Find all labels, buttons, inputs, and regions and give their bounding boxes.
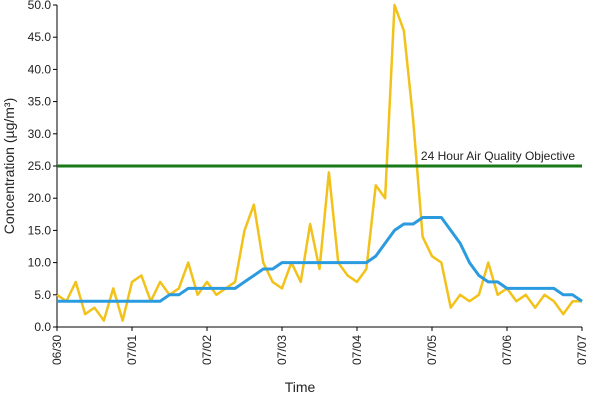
- x-tick-label: 07/04: [350, 335, 364, 365]
- y-tick-label: 35.0: [28, 95, 52, 109]
- x-tick-label: 06/30: [50, 335, 64, 365]
- y-axis-label: Concentration (µg/m³): [1, 98, 17, 234]
- x-axis-label: Time: [285, 379, 316, 395]
- x-tick-label: 07/01: [125, 335, 139, 365]
- series-line: [57, 216, 583, 303]
- x-tick-label: 07/02: [200, 335, 214, 365]
- y-tick-label: 0.0: [34, 320, 51, 334]
- objective-label: 24 Hour Air Quality Objective: [421, 149, 575, 163]
- y-tick-label: 40.0: [28, 62, 52, 76]
- y-tick-label: 25.0: [28, 159, 52, 173]
- y-tick-label: 15.0: [28, 223, 52, 237]
- y-tick-label: 50.0: [28, 0, 52, 12]
- series-line: [56, 3, 582, 322]
- x-tick-label: 07/07: [575, 335, 589, 365]
- y-tick-label: 30.0: [28, 127, 52, 141]
- y-tick-label: 5.0: [34, 288, 51, 302]
- y-tick-label: 10.0: [28, 256, 52, 270]
- x-tick-label: 07/06: [500, 335, 514, 365]
- x-tick-label: 07/03: [275, 335, 289, 365]
- y-tick-label: 20.0: [28, 191, 52, 205]
- y-tick-label: 45.0: [28, 30, 52, 44]
- x-tick-label: 07/05: [425, 335, 439, 365]
